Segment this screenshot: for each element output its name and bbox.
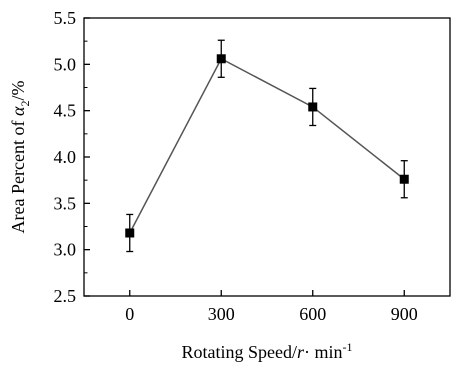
y-tick-label: 5.5 <box>54 8 77 28</box>
y-axis-ticks: 2.5 3.0 3.5 4.0 4.5 5.0 5.5 <box>54 8 90 306</box>
series-line <box>129 57 405 234</box>
data-point <box>399 174 409 184</box>
y-tick-label: 4.0 <box>54 147 77 167</box>
y-tick-label: 3.5 <box>54 193 77 213</box>
axes <box>83 17 451 297</box>
data-point <box>308 102 318 112</box>
plot-frame <box>83 17 451 297</box>
plot-area <box>125 39 409 253</box>
x-tick-label: 900 <box>391 304 418 324</box>
x-axis-label: Rotating Speed/r· min-1 <box>181 340 352 362</box>
y-axis-label: Area Percent of α2/% <box>8 81 32 234</box>
y-tick-label: 5.0 <box>54 54 77 74</box>
y-tick-label: 4.5 <box>54 101 77 121</box>
x-axis-ticks: 0 300 600 900 <box>125 290 418 324</box>
y-tick-label: 3.0 <box>54 240 77 260</box>
data-point <box>125 228 135 238</box>
data-point <box>216 54 226 64</box>
y-tick-label: 2.5 <box>54 286 77 306</box>
x-tick-label: 600 <box>299 304 326 324</box>
x-tick-label: 300 <box>208 304 235 324</box>
x-tick-label: 0 <box>125 304 134 324</box>
